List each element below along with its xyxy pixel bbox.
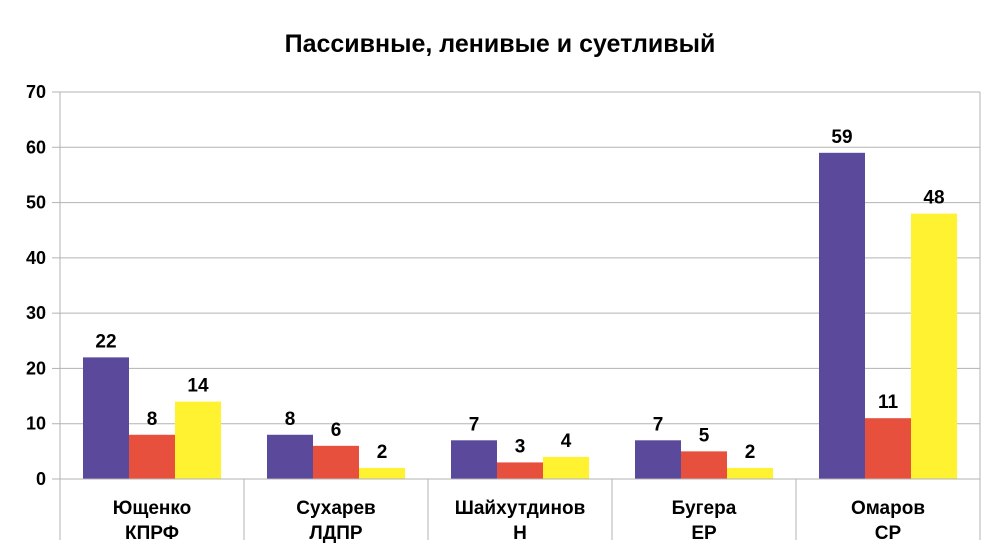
- y-tick-label: 10: [26, 414, 46, 434]
- bar: [313, 445, 359, 479]
- data-label: 7: [469, 414, 480, 435]
- axes: [59, 92, 981, 540]
- bar: [819, 152, 865, 480]
- bar: [865, 418, 911, 479]
- bar: [451, 440, 497, 479]
- y-tick-label: 60: [26, 137, 46, 157]
- category-label: КПРФ: [125, 523, 179, 544]
- data-label: 3: [515, 436, 526, 457]
- data-label: 5: [699, 425, 710, 446]
- bar: [83, 357, 129, 479]
- data-label: 14: [187, 376, 209, 397]
- data-label: 2: [377, 442, 388, 463]
- data-label: 6: [331, 420, 342, 441]
- category-label: ЕР: [691, 523, 717, 544]
- y-tick-label: 70: [26, 82, 46, 102]
- data-label: 4: [561, 431, 572, 452]
- bar: [911, 213, 957, 479]
- bar: [359, 467, 405, 479]
- category-label: ЛДПР: [309, 523, 363, 544]
- category-label: Шайхутдинов: [455, 498, 586, 519]
- data-label: 8: [147, 409, 158, 430]
- y-tick-label: 0: [36, 469, 46, 489]
- chart-title: Пассивные, ленивые и суетливый: [285, 30, 716, 58]
- y-tick-label: 40: [26, 248, 46, 268]
- bar: [175, 401, 221, 479]
- y-tick-label: 50: [26, 193, 46, 213]
- data-label: 59: [831, 127, 852, 148]
- y-tick-label: 30: [26, 303, 46, 323]
- bar: [681, 451, 727, 479]
- bar: [497, 462, 543, 479]
- category-label: Н: [513, 523, 527, 544]
- data-label: 8: [285, 409, 296, 430]
- category-label: Сухарев: [296, 498, 376, 519]
- category-label: Ющенко: [113, 498, 192, 519]
- bar: [543, 456, 589, 479]
- category-label: Омаров: [851, 498, 925, 519]
- data-labels: 22 8 14 8 6 2 7 3 4 7 5 2 59 11 48: [95, 127, 944, 463]
- data-label: 7: [653, 414, 664, 435]
- category-label: СР: [875, 523, 902, 544]
- bar: [129, 434, 175, 479]
- y-axis-ticks: 0 10 20 30 40 50 60 70: [26, 82, 46, 489]
- data-label: 48: [923, 188, 944, 209]
- data-label: 22: [95, 331, 116, 352]
- bars: [83, 152, 957, 480]
- category-labels: Ющенко КПРФ Сухарев ЛДПР Шайхутдинов Н Бугера Е…: [113, 498, 925, 544]
- bar: [267, 434, 313, 479]
- category-label: Бугера: [672, 498, 737, 519]
- bar: [727, 467, 773, 479]
- bar: [635, 440, 681, 479]
- y-tick-label: 20: [26, 358, 46, 378]
- data-label: 11: [878, 392, 899, 413]
- data-label: 2: [745, 442, 756, 463]
